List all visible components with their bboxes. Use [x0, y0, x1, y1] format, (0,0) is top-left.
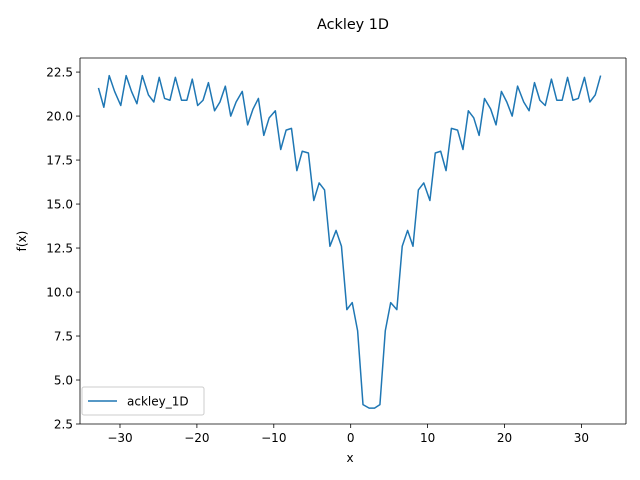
axes-frame	[79, 57, 627, 425]
plot-area	[80, 58, 626, 424]
legend-label: ackley_1D	[127, 395, 189, 409]
y-tick-label: 15.0	[46, 198, 73, 212]
x-tick-label: −20	[184, 431, 209, 445]
x-tick-label: 0	[347, 431, 355, 445]
x-tick-label: 20	[497, 431, 512, 445]
y-tick-label: 20.0	[46, 110, 73, 124]
y-tick-label: 17.5	[46, 154, 73, 168]
x-tick-label: −10	[261, 431, 286, 445]
y-tick-label: 2.5	[54, 418, 73, 432]
y-tick-label: 7.5	[54, 330, 73, 344]
y-tick-label: 12.5	[46, 242, 73, 256]
x-tick-label: 30	[574, 431, 589, 445]
series-line-ackley-1d	[97, 74, 602, 409]
y-axis-label: f(x)	[15, 231, 29, 252]
x-tick-label: −30	[107, 431, 132, 445]
chart-title: Ackley 1D	[317, 17, 389, 33]
y-tick-label: 22.5	[46, 66, 73, 80]
y-ticks: 2.5 5.0 7.5 10.0 12.5 15.0 17.5 20.0 22.5	[46, 66, 80, 432]
y-tick-label: 10.0	[46, 286, 73, 300]
x-axis-label: x	[346, 451, 353, 465]
x-tick-label: 10	[420, 431, 435, 445]
y-tick-label: 5.0	[54, 374, 73, 388]
x-ticks: −30 −20 −10 0 10 20 30	[107, 424, 589, 445]
legend-box	[81, 386, 205, 416]
legend: ackley_1D	[81, 386, 205, 416]
